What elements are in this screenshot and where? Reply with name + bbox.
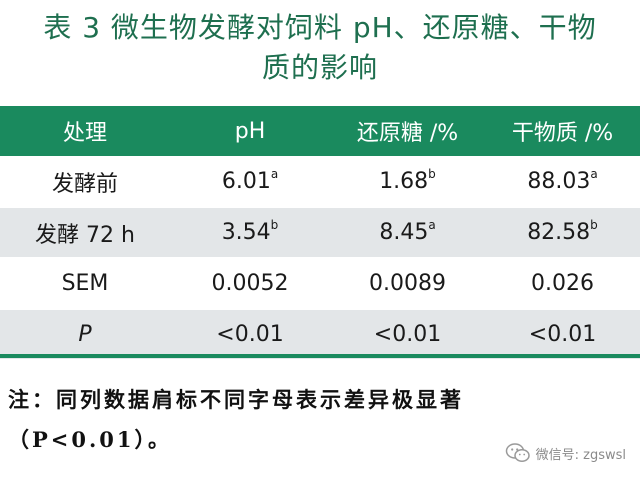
superscript: a: [428, 217, 436, 232]
superscript: a: [270, 166, 279, 181]
table-title-line-2: 质的影响: [261, 51, 378, 84]
row-label: P: [0, 309, 170, 361]
cell-ph: 3.54b: [170, 207, 330, 259]
table-row: P <0.01 <0.01 <0.01: [0, 309, 640, 361]
cell-reducing-sugar: 1.68b: [330, 156, 485, 208]
footnote-line-1: 注：同列数据肩标不同字母表示差异极显著: [8, 387, 464, 412]
table-title: 表 3 微生物发酵对饲料 pH、还原糖、干物 质的影响: [0, 8, 640, 88]
cell-reducing-sugar: <0.01: [330, 309, 485, 361]
superscript: a: [590, 166, 598, 181]
header-ph: pH: [170, 106, 330, 157]
row-label: SEM: [0, 258, 170, 310]
cell-ph: 0.0052: [170, 258, 330, 310]
table-footnote: 注：同列数据肩标不同字母表示差异极显著 （P<0.01）。: [8, 380, 638, 460]
cell-dry-matter: 0.026: [485, 258, 640, 310]
table-row: SEM 0.0052 0.0089 0.026: [0, 258, 640, 310]
wechat-icon: [505, 443, 530, 463]
footnote-line-2: （P<0.01）。: [8, 427, 173, 452]
superscript: b: [428, 166, 436, 181]
data-table: 处理 pH 还原糖 /% 干物质 /% 发酵前 6.01a 1.68b 88.0…: [0, 106, 640, 361]
superscript: b: [590, 217, 598, 232]
header-treatment: 处理: [0, 106, 170, 157]
row-label: 发酵 72 h: [0, 207, 170, 259]
watermark-text: 微信号: zgswsl: [535, 447, 626, 463]
table-row: 发酵 72 h 3.54b 8.45a 82.58b: [0, 207, 640, 259]
cell-ph: 6.01a: [170, 156, 330, 208]
wechat-watermark: 微信号: zgswsl: [505, 442, 626, 464]
cell-dry-matter: <0.01: [485, 309, 640, 361]
table-header-row: 处理 pH 还原糖 /% 干物质 /%: [0, 106, 640, 157]
header-reducing-sugar: 还原糖 /%: [330, 106, 485, 157]
row-label: 发酵前: [0, 156, 170, 208]
table-title-line-1: 表 3 微生物发酵对饲料 pH、还原糖、干物: [43, 11, 597, 44]
cell-dry-matter: 88.03a: [485, 156, 640, 208]
cell-ph: <0.01: [170, 309, 330, 361]
table-row: 发酵前 6.01a 1.68b 88.03a: [0, 156, 640, 208]
table-bottom-rule: [0, 354, 640, 358]
header-dry-matter: 干物质 /%: [485, 106, 640, 157]
cell-reducing-sugar: 0.0089: [330, 258, 485, 310]
superscript: b: [270, 217, 279, 232]
cell-reducing-sugar: 8.45a: [330, 207, 485, 259]
cell-dry-matter: 82.58b: [485, 207, 640, 259]
